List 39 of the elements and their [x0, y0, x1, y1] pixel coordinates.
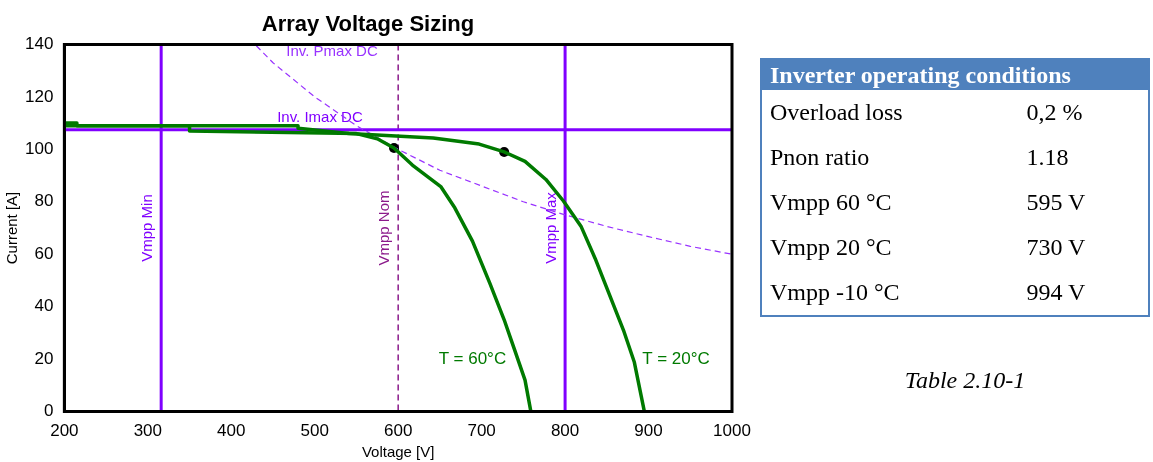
- text: 0,2 %: [1026, 99, 1083, 125]
- category-label: Vmpp 60 °C: [769, 188, 893, 217]
- x-tick-label: 300: [133, 421, 163, 441]
- x-axis-title: Voltage [V]: [361, 443, 435, 461]
- y-tick-label: 100: [24, 139, 54, 158]
- y-tick-label: 0: [43, 401, 54, 421]
- y-axis-title: Current [A]: [3, 191, 21, 265]
- y-tick-label: 120: [24, 86, 54, 106]
- x-tick-label: 600: [383, 421, 413, 441]
- category-label: Pnon ratio: [769, 143, 871, 172]
- y-tick-label: 20: [34, 348, 54, 368]
- x-tick-label: 1000: [713, 421, 751, 441]
- ref-line-label: Vmpp Min: [137, 194, 155, 262]
- category-label: Vmpp 20 °C: [769, 233, 893, 262]
- chart-title: Array Voltage Sizing: [261, 11, 475, 37]
- ref-line-label: Inv. Imax DC: [277, 108, 363, 126]
- text: 730 V: [1026, 234, 1086, 260]
- series-label: T = 60°C: [438, 348, 507, 368]
- y-tick-label: 140: [24, 34, 54, 54]
- y-tick-label: 60: [34, 243, 54, 263]
- y-tick-label: 40: [34, 296, 54, 316]
- caption: Table 2.10-1: [903, 367, 1027, 394]
- x-tick-label: 200: [50, 421, 79, 441]
- category-label: Overload loss: [769, 98, 904, 127]
- x-tick-label: 700: [467, 421, 496, 441]
- ref-line-label: Vmpp Nom: [374, 190, 392, 266]
- x-tick-label: 500: [300, 421, 329, 441]
- text: 994 V: [1026, 279, 1086, 305]
- x-tick-label: 400: [217, 421, 246, 441]
- category-label: Vmpp -10 °C: [769, 278, 901, 307]
- series-label: T = 20°C: [642, 348, 710, 368]
- y-tick-label: 80: [34, 191, 54, 211]
- ref-line-label: Vmpp Max: [541, 191, 559, 264]
- x-tick-label: 800: [550, 421, 580, 441]
- series-label: Inv. Pmax DC: [286, 41, 378, 59]
- text: 1.18: [1026, 144, 1069, 170]
- text: Inverter operating conditions: [761, 59, 1149, 90]
- x-tick-label: 900: [634, 421, 663, 441]
- text: 595 V: [1026, 189, 1086, 215]
